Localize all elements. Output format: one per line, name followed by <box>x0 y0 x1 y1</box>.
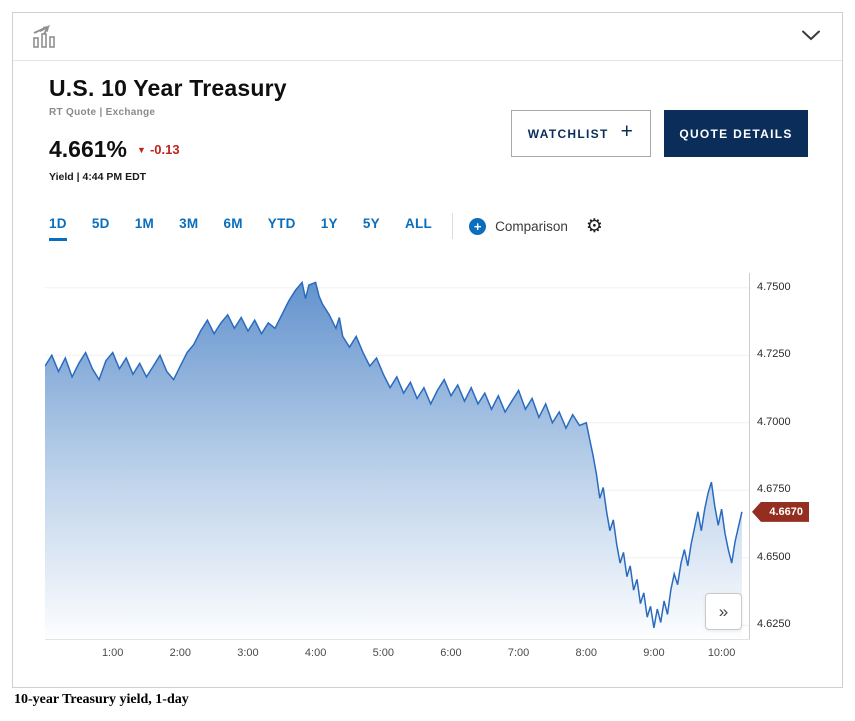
watchlist-label: WATCHLIST <box>527 126 609 141</box>
price-chart-svg[interactable] <box>44 273 750 640</box>
price-chart[interactable] <box>44 273 750 640</box>
x-axis-label: 10:00 <box>707 647 736 659</box>
chart-toolbar: 1D 5D 1M 3M 6M YTD 1Y 5Y ALL + Comparison ⚙ <box>49 213 603 243</box>
timeframe-tabs: 1D 5D 1M 3M 6M YTD 1Y 5Y ALL <box>49 216 432 241</box>
trending-chart-icon <box>31 24 57 50</box>
instrument-title: U.S. 10 Year Treasury <box>49 75 287 101</box>
quote-header: U.S. 10 Year Treasury RT Quote | Exchang… <box>49 75 287 183</box>
price-change: ▼ -0.13 <box>137 142 180 157</box>
tab-all[interactable]: ALL <box>404 215 433 231</box>
x-axis-label: 3:00 <box>237 647 259 659</box>
y-axis-label: 4.7000 <box>757 415 791 428</box>
x-axis-label: 4:00 <box>304 647 327 659</box>
x-axis-label: 6:00 <box>440 647 462 659</box>
price-line <box>44 280 743 629</box>
watchlist-button[interactable]: WATCHLIST + <box>511 110 651 157</box>
double-chevron-icon: » <box>718 601 729 621</box>
price-row: 4.661% ▼ -0.13 <box>49 136 287 163</box>
last-price: 4.661% <box>49 136 128 162</box>
y-axis-label: 4.6250 <box>757 618 791 631</box>
tab-1m[interactable]: 1M <box>134 215 155 231</box>
area-fill <box>45 282 742 640</box>
quote-card: U.S. 10 Year Treasury RT Quote | Exchang… <box>12 12 843 688</box>
quote-details-button[interactable]: QUOTE DETAILS <box>664 110 808 157</box>
y-axis-label: 4.7500 <box>757 280 791 293</box>
tab-1y[interactable]: 1Y <box>320 215 338 231</box>
toolbar-divider <box>452 213 454 239</box>
card-header <box>13 13 842 61</box>
y-axis-label: 4.7250 <box>757 348 791 361</box>
down-arrow-icon: ▼ <box>137 144 146 155</box>
quote-source: RT Quote | Exchange <box>49 107 156 118</box>
tab-5y[interactable]: 5Y <box>362 215 380 231</box>
collapse-chevron-icon[interactable] <box>798 25 824 48</box>
change-value: -0.13 <box>149 142 180 157</box>
comparison-button[interactable]: + Comparison <box>469 217 568 235</box>
last-price-badge: 4.6670 <box>752 501 809 522</box>
y-axis-label: 4.6750 <box>757 483 791 496</box>
x-axis: 1:00 2:00 3:00 4:00 5:00 6:00 7:00 8:00 9:00 10:0… <box>13 647 842 663</box>
x-axis-label: 2:00 <box>169 647 192 659</box>
action-buttons: WATCHLIST + QUOTE DETAILS <box>511 110 808 157</box>
figure-caption: 10-year Treasury yield, 1-day <box>14 692 189 707</box>
comparison-add-icon: + <box>469 217 487 235</box>
x-axis-label: 1:00 <box>101 647 124 659</box>
tab-5d[interactable]: 5D <box>91 215 110 231</box>
plus-icon: + <box>620 120 635 143</box>
x-axis-label: 7:00 <box>507 647 530 659</box>
comparison-label: Comparison <box>495 218 568 234</box>
tab-6m[interactable]: 6M <box>223 215 243 231</box>
expand-chart-button[interactable]: » <box>705 593 742 630</box>
x-axis-label: 8:00 <box>575 647 597 659</box>
quote-timestamp: Yield | 4:44 PM EDT <box>49 171 147 183</box>
x-axis-label: 9:00 <box>643 647 665 659</box>
settings-gear-icon[interactable]: ⚙ <box>585 215 603 237</box>
x-axis-label: 5:00 <box>372 647 394 659</box>
tab-1d[interactable]: 1D <box>49 216 67 241</box>
y-axis-label: 4.6500 <box>757 550 791 563</box>
tab-ytd[interactable]: YTD <box>267 215 296 231</box>
tab-3m[interactable]: 3M <box>179 215 199 231</box>
